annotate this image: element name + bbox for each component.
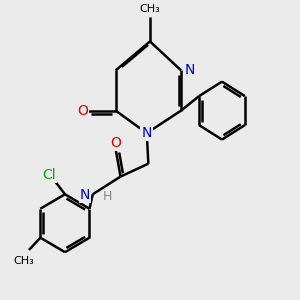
- Text: N: N: [142, 126, 152, 140]
- Text: O: O: [110, 136, 121, 150]
- Text: N: N: [185, 63, 195, 77]
- Text: Cl: Cl: [42, 168, 56, 182]
- Text: O: O: [77, 103, 88, 118]
- Text: CH₃: CH₃: [14, 256, 34, 266]
- Text: N: N: [80, 188, 90, 202]
- Text: H: H: [103, 190, 112, 203]
- Text: CH₃: CH₃: [140, 4, 160, 14]
